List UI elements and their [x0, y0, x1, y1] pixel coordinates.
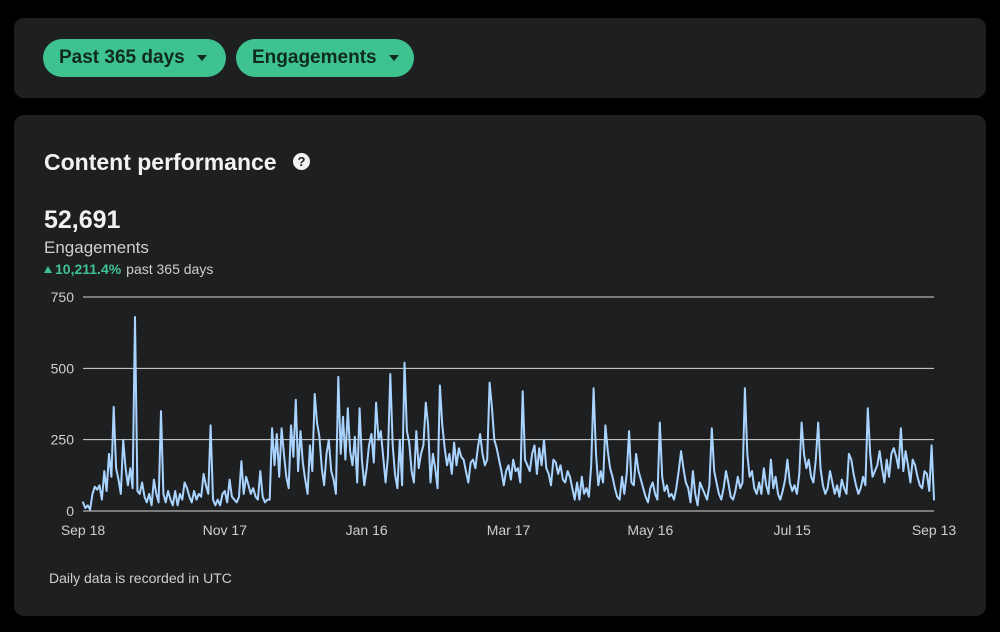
metric-dropdown-label: Engagements: [252, 47, 377, 68]
date-range-dropdown[interactable]: Past 365 days: [43, 39, 226, 77]
utc-footnote: Daily data is recorded in UTC: [49, 570, 232, 586]
date-range-label: Past 365 days: [59, 47, 185, 68]
x-tick-label: Sep 13: [912, 522, 957, 538]
y-tick-label: 750: [51, 289, 75, 305]
y-tick-label: 500: [51, 360, 75, 376]
section-title: Content performance: [44, 149, 277, 175]
content-performance-card: Content performance ? 52,691 Engagements…: [14, 115, 986, 616]
y-tick-label: 0: [66, 503, 74, 519]
caret-down-icon: [196, 55, 207, 61]
x-tick-label: Sep 18: [61, 522, 106, 538]
metric-dropdown[interactable]: Engagements: [236, 39, 414, 77]
filter-bar: Past 365 days Engagements: [14, 18, 986, 98]
x-tick-label: Mar 17: [487, 522, 531, 538]
engagements-series-line: [82, 316, 935, 511]
x-tick-label: May 16: [627, 522, 673, 538]
trend-up-icon: [44, 265, 52, 273]
x-tick-label: Jan 16: [346, 522, 388, 538]
total-engagements: 52,691: [44, 206, 121, 234]
y-tick-label: 250: [51, 432, 75, 448]
x-tick-label: Nov 17: [203, 522, 248, 538]
change-period: past 365 days: [126, 261, 214, 277]
help-icon[interactable]: ?: [293, 153, 310, 170]
x-tick-label: Jul 15: [773, 522, 811, 538]
change-value: 10,211.4%: [55, 261, 122, 277]
metric-label: Engagements: [44, 238, 149, 257]
caret-down-icon: [388, 55, 399, 61]
engagements-line-chart: 0 250 500 750 Sep 18 Nov 17 Jan 16 Mar 17 May 16…: [51, 289, 957, 538]
change-indicator: 10,211.4% past 365 days: [44, 261, 213, 277]
